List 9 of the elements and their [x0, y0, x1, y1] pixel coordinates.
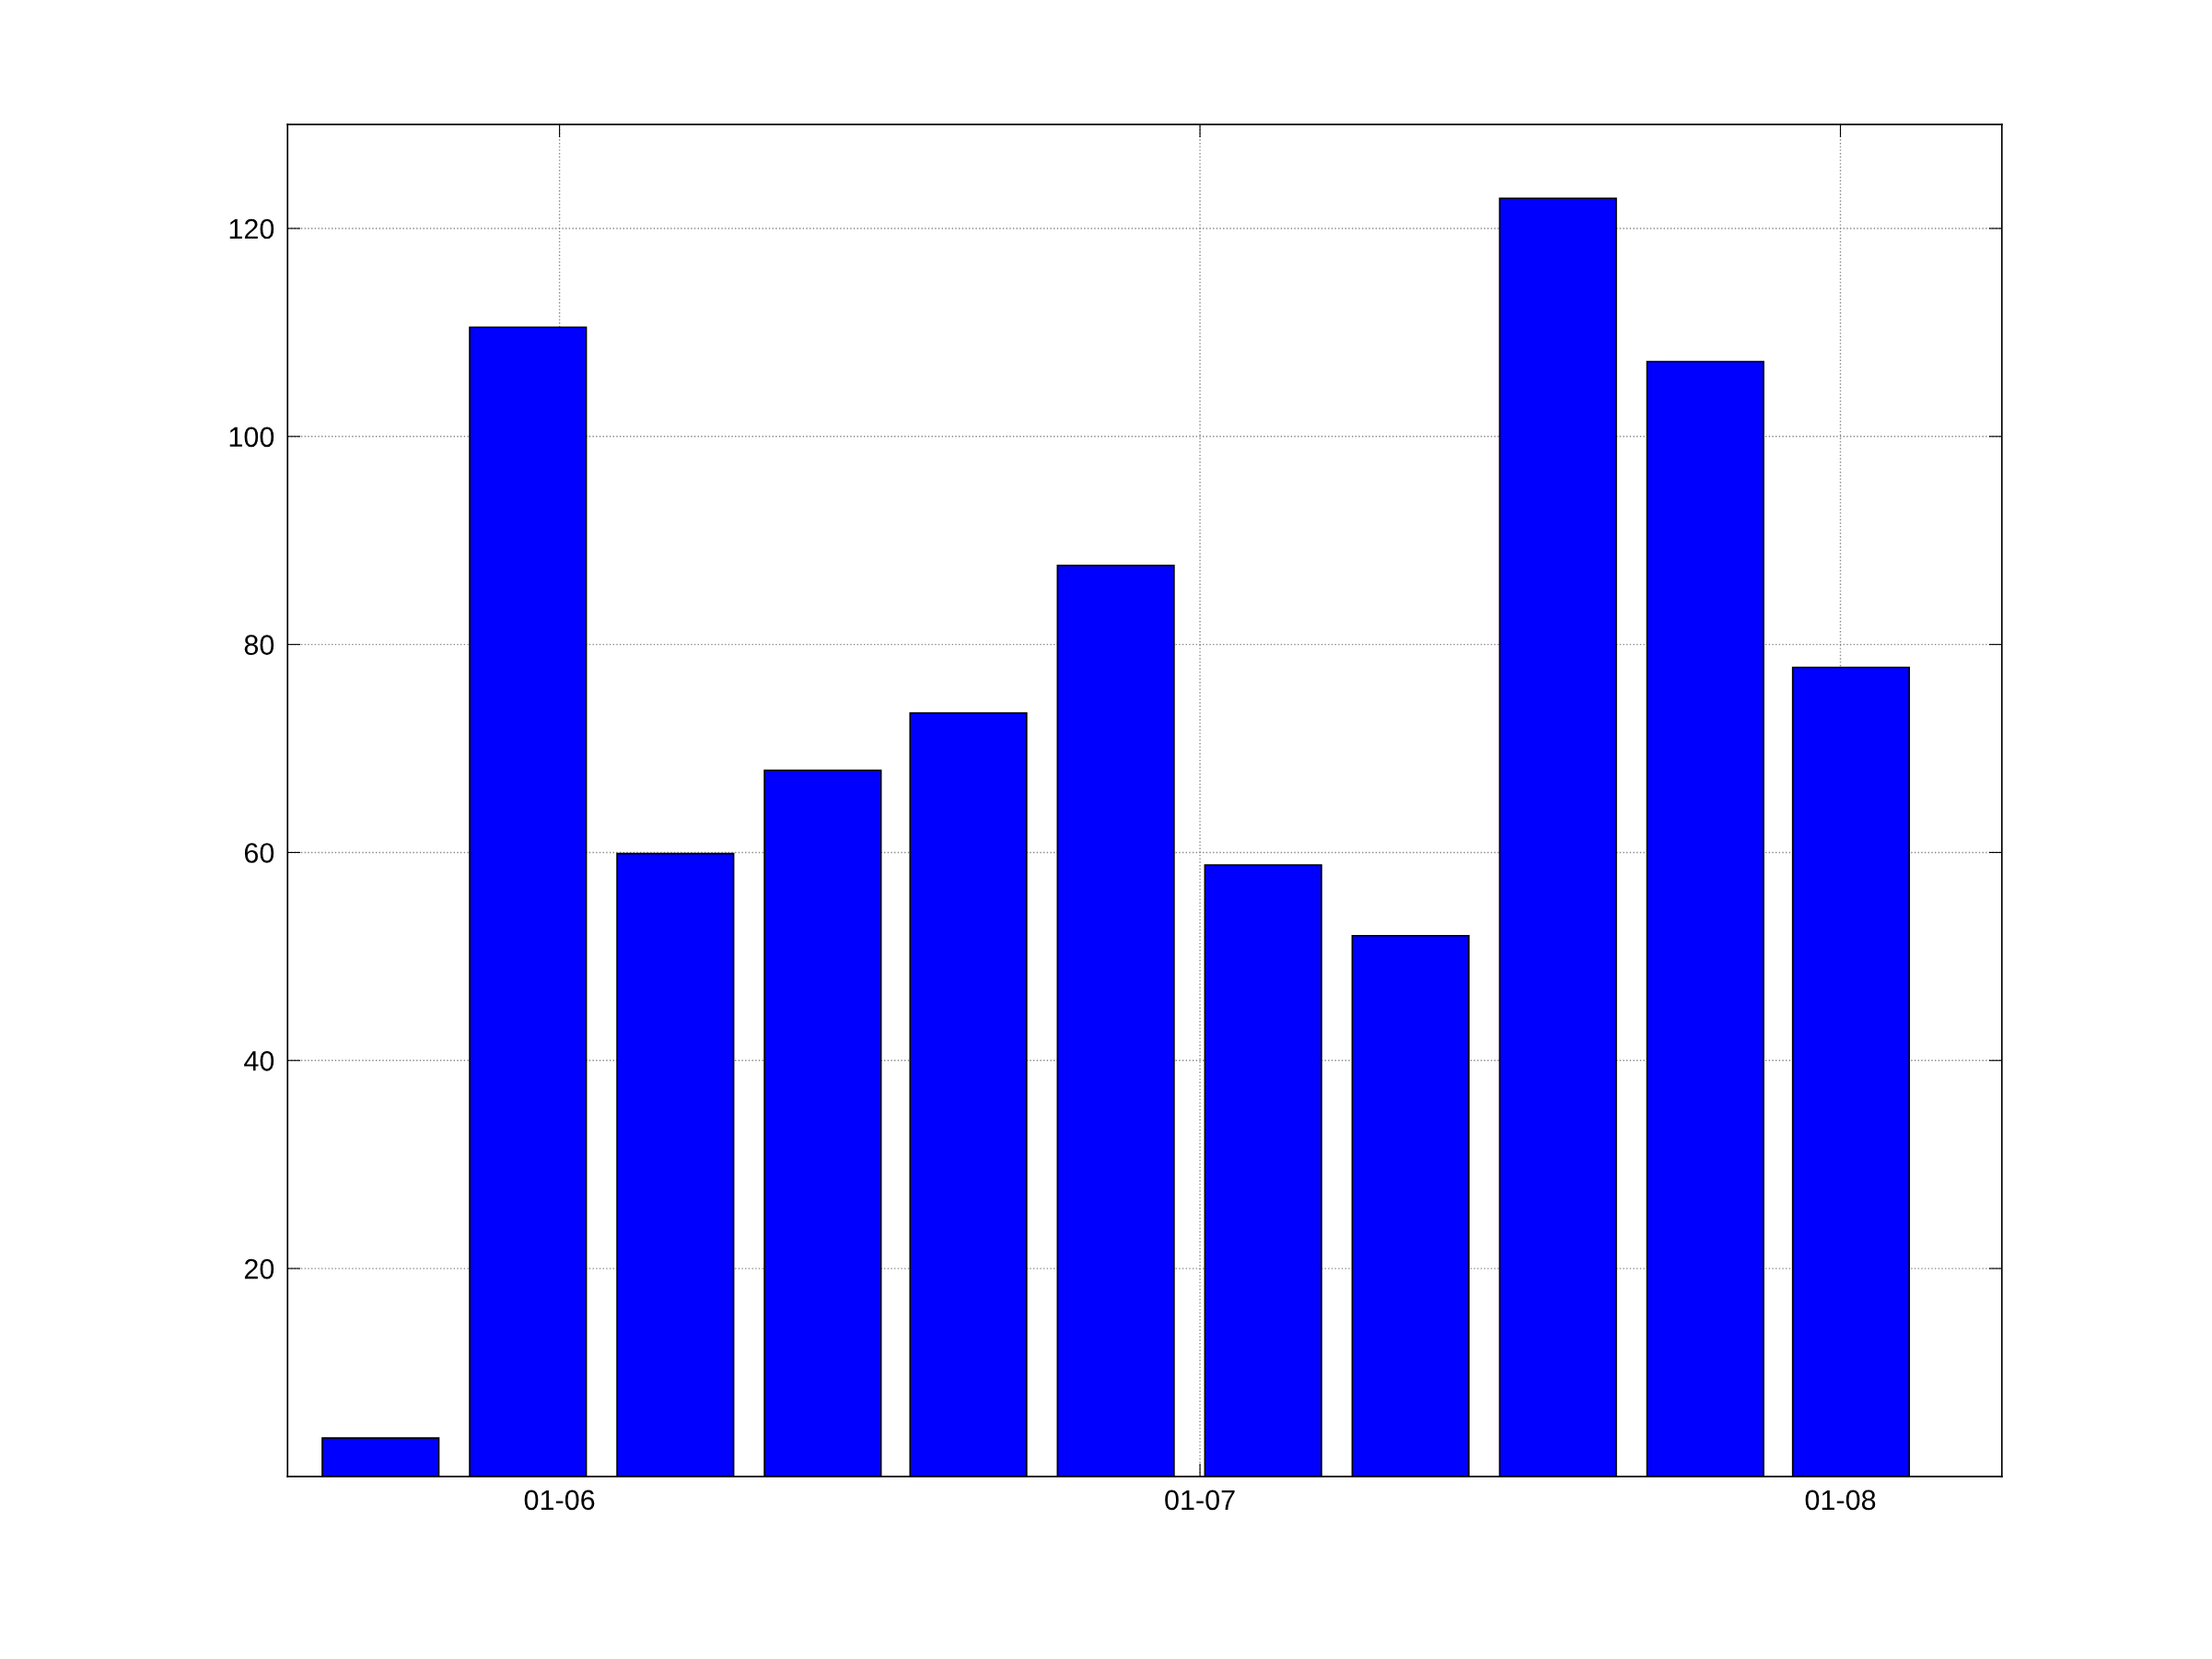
y-tick-label: 100 — [229, 426, 274, 448]
y-tick-label: 20 — [244, 1258, 274, 1279]
y-tick-label: 40 — [244, 1050, 274, 1071]
x-tick-label: 01-08 — [1805, 1490, 1876, 1511]
y-tick-label: 80 — [244, 635, 274, 655]
x-tick-label: 01-07 — [1165, 1490, 1235, 1511]
y-tick-label: 120 — [229, 218, 274, 240]
x-tick-label: 01-06 — [524, 1490, 595, 1511]
y-tick-label: 60 — [244, 843, 274, 863]
